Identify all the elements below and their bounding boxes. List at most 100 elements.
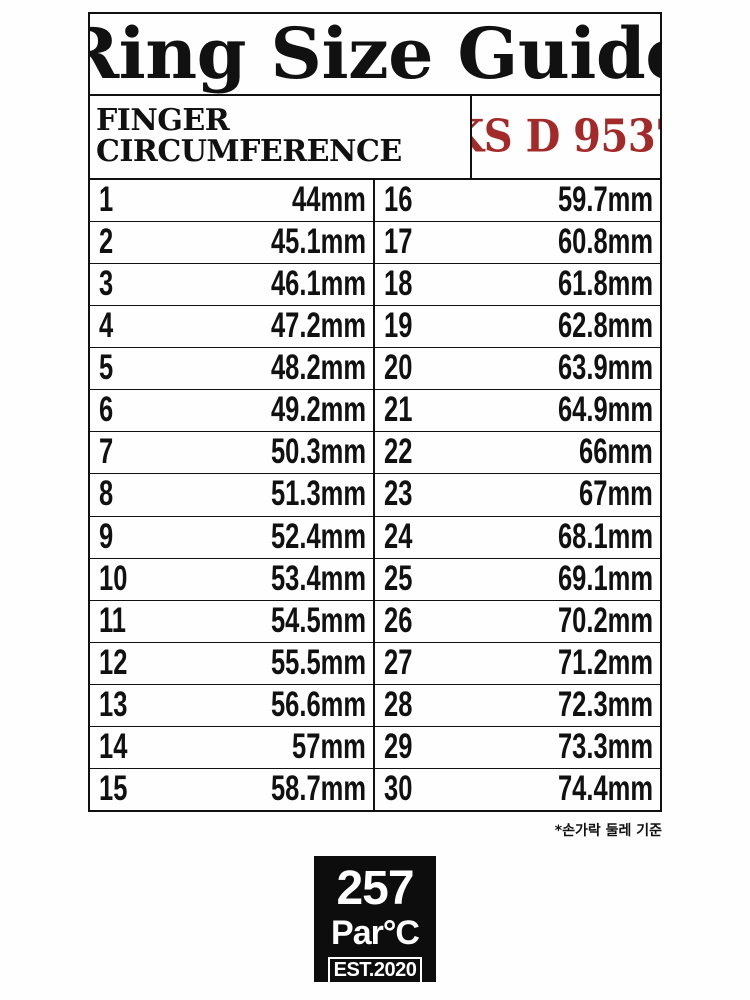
table-row: 24 68.1mm [375, 517, 660, 559]
ring-size-number: 13 [99, 685, 128, 725]
ring-circumference-value: 51.3mm [270, 474, 366, 514]
ring-circumference-value: 61.8mm [557, 264, 653, 304]
ring-circumference-value: 74.4mm [557, 769, 653, 809]
ring-circumference-value: 53.4mm [270, 558, 366, 599]
standard-label: KS D 9537 [472, 110, 660, 163]
table-row: 5 48.2mm [90, 348, 373, 391]
ring-size-number: 23 [384, 474, 413, 514]
ring-circumference-value: 66mm [579, 432, 653, 472]
table-row: 23 67mm [375, 474, 660, 517]
ring-circumference-value: 58.7mm [270, 769, 366, 809]
ring-size-number: 16 [384, 180, 413, 220]
ring-circumference-value: 69.1mm [557, 558, 653, 599]
ring-size-number: 2 [99, 222, 114, 262]
table-row: 28 72.3mm [375, 685, 660, 727]
ring-size-number: 24 [384, 516, 413, 556]
logo-established: EST.2020 [327, 957, 423, 982]
table-row: 8 51.3mm [90, 474, 373, 517]
ring-size-number: 28 [384, 685, 413, 725]
ring-size-number: 15 [99, 769, 128, 809]
table-row: 26 70.2mm [375, 601, 660, 643]
ring-circumference-value: 45.1mm [270, 222, 366, 262]
table-row: 17 60.8mm [375, 222, 660, 265]
table-row: 13 56.6mm [90, 685, 373, 727]
logo-brand-name: Par°C [331, 914, 420, 952]
table-row: 10 53.4mm [90, 559, 373, 601]
table-row: 12 55.5mm [90, 643, 373, 685]
ring-size-number: 10 [99, 558, 128, 599]
table-row: 2 45.1mm [90, 222, 373, 265]
ring-circumference-value: 46.1mm [270, 264, 366, 304]
table-row: 22 66mm [375, 432, 660, 475]
ring-size-number: 17 [384, 222, 413, 262]
table-row: 29 73.3mm [375, 727, 660, 769]
ring-circumference-value: 57mm [292, 727, 366, 767]
ring-size-number: 12 [99, 643, 128, 683]
ring-circumference-value: 72.3mm [557, 685, 653, 725]
column-header-finger-circumference: FINGER CIRCUMFERENCE [90, 96, 472, 178]
ring-size-table: 1 44mm 2 45.1mm 3 46.1mm 4 47.2mm 5 48.2mm 6 49.2mm… [88, 180, 662, 812]
table-row: 20 63.9mm [375, 348, 660, 391]
ring-circumference-value: 54.5mm [270, 601, 366, 641]
table-row: 11 54.5mm [90, 601, 373, 643]
ring-circumference-value: 55.5mm [270, 643, 366, 683]
ring-size-number: 22 [384, 432, 413, 472]
table-row: 15 58.7mm [90, 769, 373, 810]
ring-circumference-value: 56.6mm [270, 685, 366, 725]
ring-circumference-value: 70.2mm [557, 601, 653, 641]
ring-size-number: 8 [99, 474, 114, 514]
ring-size-number: 26 [384, 601, 413, 641]
title-box: Ring Size Guide [88, 12, 662, 96]
ring-size-number: 19 [384, 306, 413, 346]
page-title: Ring Size Guide [88, 12, 662, 95]
ring-size-number: 20 [384, 348, 413, 388]
ring-circumference-value: 59.7mm [557, 180, 653, 220]
ring-size-number: 1 [99, 180, 114, 220]
table-row: 7 50.3mm [90, 432, 373, 475]
ring-circumference-value: 64.9mm [557, 390, 653, 430]
table-row: 18 61.8mm [375, 264, 660, 307]
table-row: 30 74.4mm [375, 769, 660, 810]
table-row: 25 69.1mm [375, 559, 660, 601]
ring-size-number: 29 [384, 727, 413, 767]
ring-size-number: 27 [384, 643, 413, 683]
ring-circumference-value: 49.2mm [270, 390, 366, 430]
ring-size-number: 30 [384, 769, 413, 809]
table-row: 21 64.9mm [375, 390, 660, 433]
table-row: 14 57mm [90, 727, 373, 769]
header-line-finger: FINGER [96, 103, 230, 139]
ring-size-number: 6 [99, 390, 114, 430]
table-row: 4 47.2mm [90, 306, 373, 349]
ring-circumference-value: 62.8mm [557, 306, 653, 346]
brand-logo: 257 Par°C EST.2020 [314, 856, 436, 982]
table-row: 16 59.7mm [375, 180, 660, 223]
ring-size-number: 7 [99, 432, 114, 472]
table-row: 27 71.2mm [375, 643, 660, 685]
table-row: 9 52.4mm [90, 517, 373, 559]
ring-circumference-value: 52.4mm [270, 516, 366, 556]
table-column-left: 1 44mm 2 45.1mm 3 46.1mm 4 47.2mm 5 48.2mm 6 49.2mm… [90, 180, 375, 810]
ring-circumference-value: 48.2mm [270, 348, 366, 388]
table-header-band: FINGER CIRCUMFERENCE KS D 9537 [88, 96, 662, 180]
table-column-right: 16 59.7mm 17 60.8mm 18 61.8mm 19 62.8mm 20 63.9mm… [375, 180, 660, 810]
logo-number: 257 [336, 862, 414, 915]
ring-size-number: 4 [99, 306, 114, 346]
ring-circumference-value: 73.3mm [557, 727, 653, 767]
ring-circumference-value: 67mm [579, 474, 653, 514]
ring-circumference-value: 71.2mm [557, 643, 653, 683]
ring-circumference-value: 47.2mm [270, 306, 366, 346]
ring-size-number: 25 [384, 558, 413, 599]
ring-circumference-value: 68.1mm [557, 516, 653, 556]
ring-size-number: 11 [99, 601, 126, 641]
table-row: 1 44mm [90, 180, 373, 223]
ring-size-number: 3 [99, 264, 114, 304]
table-row: 3 46.1mm [90, 264, 373, 307]
header-line-circumference: CIRCUMFERENCE [96, 134, 402, 169]
ring-circumference-value: 63.9mm [557, 348, 653, 388]
footnote-text: *손가락 둘레 기준 [554, 823, 662, 839]
ring-size-number: 5 [99, 348, 114, 388]
ring-size-number: 9 [99, 516, 114, 556]
ring-size-number: 21 [384, 390, 413, 430]
ring-size-number: 18 [384, 264, 413, 304]
